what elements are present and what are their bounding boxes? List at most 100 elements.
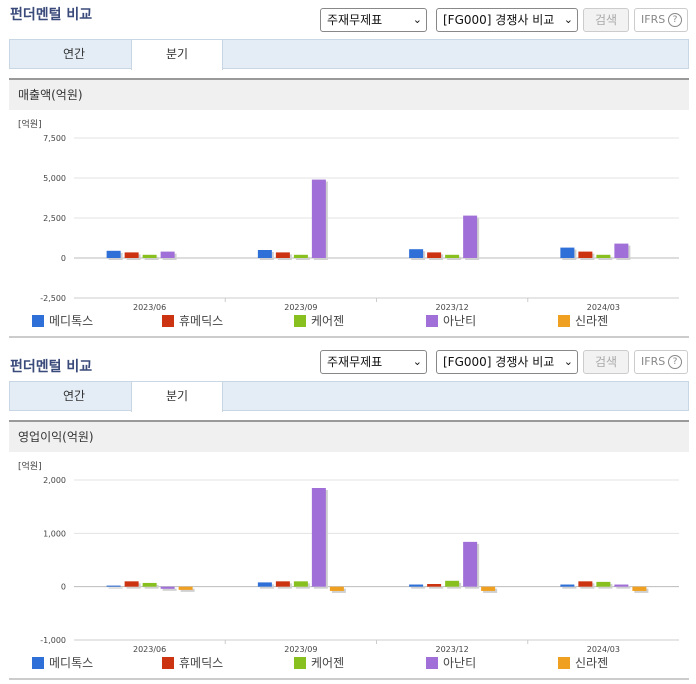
legend-item[interactable]: 휴메딕스 xyxy=(162,314,223,328)
bar[interactable] xyxy=(293,581,308,587)
y-tick-label: 1,000 xyxy=(43,529,66,538)
bar[interactable] xyxy=(124,252,139,258)
legend-swatch xyxy=(426,315,438,327)
bar-shadow xyxy=(180,588,195,592)
legend-item[interactable]: 케어젠 xyxy=(294,656,344,670)
legend-item[interactable]: 케어젠 xyxy=(294,314,344,328)
bar[interactable] xyxy=(578,581,593,587)
legend-swatch xyxy=(558,315,570,327)
bar[interactable] xyxy=(275,252,290,258)
bar-shadow xyxy=(295,256,310,260)
bar[interactable] xyxy=(445,254,460,258)
legend-swatch xyxy=(32,315,44,327)
compare-select-value: [FG000] 경쟁사 비교 xyxy=(443,355,555,369)
legend-label: 케어젠 xyxy=(311,314,345,328)
legend-swatch xyxy=(32,657,44,669)
legend-label: 신라젠 xyxy=(575,656,609,670)
tab-annual[interactable]: 연간 xyxy=(62,389,86,403)
bar[interactable] xyxy=(124,581,139,587)
search-button[interactable]: 검색 xyxy=(583,8,629,32)
legend-label: 휴메딕스 xyxy=(179,656,224,670)
chart-legend: 메디톡스 휴메딕스 케어젠 아난티 신라젠 xyxy=(32,314,692,330)
chart-panel: 매출액(억원) [억원] 7,500 5,000 2,500 0 -2,500 2023/0… xyxy=(9,78,689,338)
legend-label: 신라젠 xyxy=(575,314,609,328)
bar[interactable] xyxy=(560,584,575,587)
legend-label: 케어젠 xyxy=(311,656,345,670)
legend-item[interactable]: 휴메딕스 xyxy=(162,656,223,670)
bar[interactable] xyxy=(293,254,308,258)
compare-select[interactable]: [FG000] 경쟁사 비교 ⌄ xyxy=(436,8,578,32)
legend-swatch xyxy=(426,657,438,669)
chevron-down-icon: ⌄ xyxy=(412,355,422,368)
section-title: 펀더멘털 비교 xyxy=(10,359,93,375)
bar[interactable] xyxy=(596,254,611,258)
bar[interactable] xyxy=(329,586,344,591)
bar[interactable] xyxy=(160,251,175,258)
bar[interactable] xyxy=(409,584,424,587)
bar[interactable] xyxy=(160,586,175,589)
bar-chart-operating-profit: [억원]2,000 1,000 0 -1,000 2023/06 2023/09 2023/… xyxy=(18,460,679,654)
chart-panel: 영업이익(억원) [억원] 2,000 1,000 0 -1,000 2023/06 202… xyxy=(9,420,689,680)
bar-shadow xyxy=(447,256,462,260)
legend-item[interactable]: 메디톡스 xyxy=(32,656,93,670)
bar-shadow xyxy=(616,586,631,589)
chevron-down-icon: ⌄ xyxy=(412,13,422,26)
legend-label: 메디톡스 xyxy=(49,656,94,670)
bar-shadow xyxy=(598,256,613,260)
ifrs-button[interactable]: IFRS ? xyxy=(634,350,688,374)
legend-item[interactable]: 메디톡스 xyxy=(32,314,93,328)
legend-label: 아난티 xyxy=(443,314,477,328)
legend-swatch xyxy=(162,657,174,669)
bar[interactable] xyxy=(578,251,593,258)
tab-annual[interactable]: 연간 xyxy=(62,47,86,61)
legend-item[interactable]: 아난티 xyxy=(426,656,476,670)
bar[interactable] xyxy=(596,581,611,587)
bar[interactable] xyxy=(311,488,326,587)
bar-shadow xyxy=(144,256,159,260)
legend-swatch xyxy=(294,315,306,327)
bar[interactable] xyxy=(257,582,272,587)
compare-select[interactable]: [FG000] 경쟁사 비교 ⌄ xyxy=(436,350,578,374)
bar[interactable] xyxy=(142,254,157,258)
statement-select[interactable]: 주재무제표 ⌄ xyxy=(320,350,427,374)
bar[interactable] xyxy=(178,586,193,590)
bar[interactable] xyxy=(106,250,121,258)
x-tick-label: 2023/12 xyxy=(436,645,469,654)
bar[interactable] xyxy=(445,580,460,587)
y-unit-label: [억원] xyxy=(18,460,42,472)
y-tick-label: 0 xyxy=(61,254,66,263)
chevron-down-icon: ⌄ xyxy=(563,355,573,368)
help-icon[interactable]: ? xyxy=(668,355,682,369)
bar[interactable] xyxy=(257,250,272,258)
tab-quarterly[interactable]: 분기 xyxy=(131,40,223,70)
period-tabs: 연간 분기 xyxy=(9,39,689,70)
bar[interactable] xyxy=(632,586,647,591)
bar[interactable] xyxy=(311,179,326,258)
x-tick-label: 2023/06 xyxy=(133,645,166,654)
bar[interactable] xyxy=(614,243,629,258)
legend-item[interactable]: 신라젠 xyxy=(558,656,608,670)
statement-select[interactable]: 주재무제표 ⌄ xyxy=(320,8,427,32)
bar[interactable] xyxy=(142,582,157,587)
bar[interactable] xyxy=(481,586,496,591)
statement-select-value: 주재무제표 xyxy=(327,355,383,369)
search-button[interactable]: 검색 xyxy=(583,350,629,374)
bar[interactable] xyxy=(427,252,442,258)
bar[interactable] xyxy=(106,585,121,587)
bar[interactable] xyxy=(463,541,478,587)
legend-item[interactable]: 아난티 xyxy=(426,314,476,328)
panel-title: 매출액(억원) xyxy=(9,80,689,110)
y-unit-label: [억원] xyxy=(18,118,42,130)
tab-quarterly[interactable]: 분기 xyxy=(131,382,223,412)
bar-shadow xyxy=(429,586,444,589)
bar[interactable] xyxy=(614,584,629,587)
bar[interactable] xyxy=(409,249,424,258)
bar[interactable] xyxy=(275,581,290,587)
bar[interactable] xyxy=(560,247,575,258)
legend-item[interactable]: 신라젠 xyxy=(558,314,608,328)
help-icon[interactable]: ? xyxy=(668,13,682,27)
bar[interactable] xyxy=(427,584,442,587)
bar[interactable] xyxy=(463,215,478,258)
ifrs-button[interactable]: IFRS ? xyxy=(634,8,688,32)
x-tick-label: 2023/09 xyxy=(284,303,317,312)
